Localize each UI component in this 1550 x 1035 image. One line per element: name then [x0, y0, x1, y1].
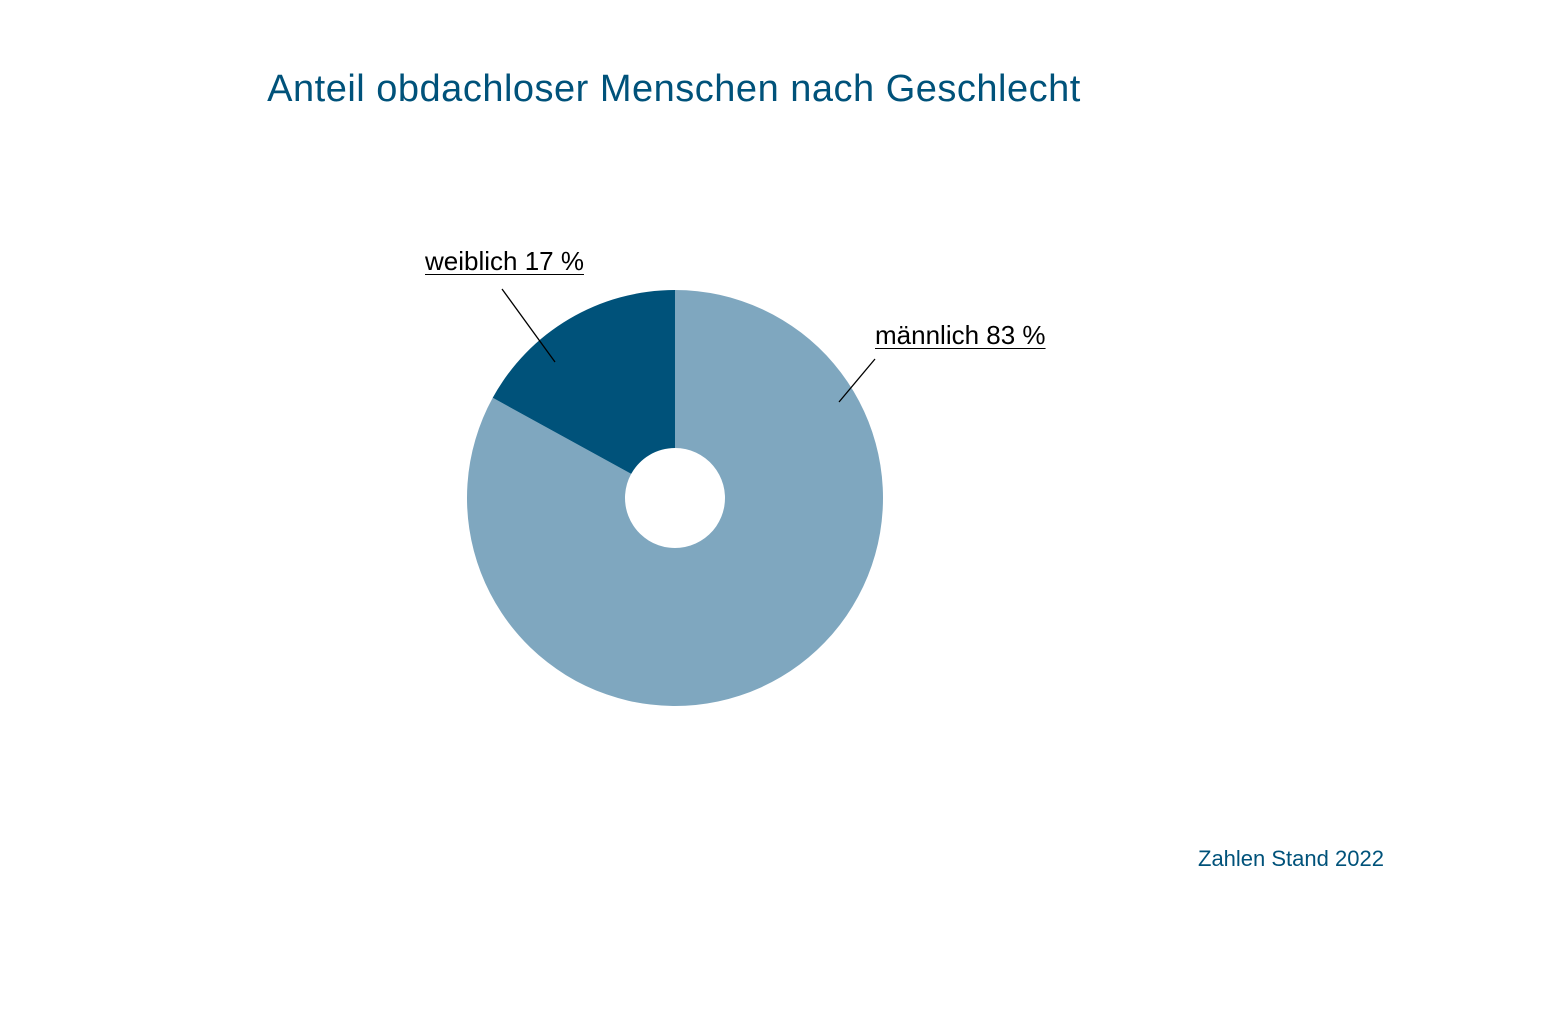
donut-chart [0, 0, 1550, 1030]
slice-label-weiblich: weiblich 17 % [425, 246, 584, 277]
slice-label-männlich: männlich 83 % [875, 320, 1046, 351]
footer-text: Zahlen Stand 2022 [1198, 846, 1384, 872]
